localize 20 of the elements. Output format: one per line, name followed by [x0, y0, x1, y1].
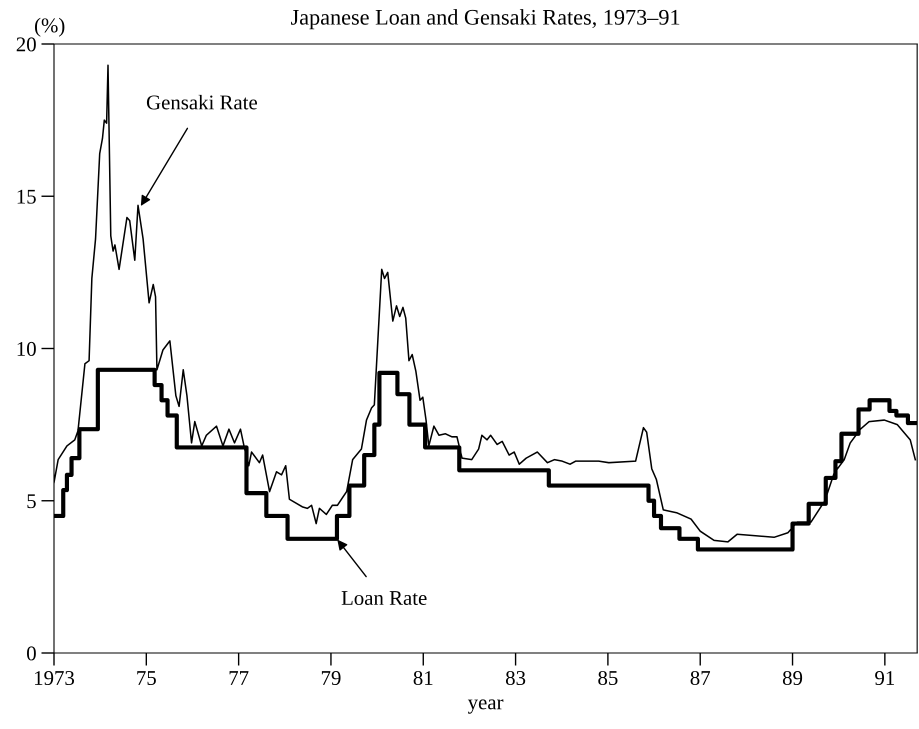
x-axis-title: year: [468, 699, 504, 714]
x-tick-label: 77: [230, 671, 248, 685]
x-tick-label: 85: [598, 670, 618, 686]
chart-title: Japanese Loan and Gensaki Rates, 1973–91: [291, 9, 680, 30]
x-tick-label: 87: [690, 670, 710, 686]
x-tick-label: 89: [782, 670, 802, 686]
x-tick-label: 81: [414, 670, 432, 686]
x-tick-label: 91: [875, 671, 894, 686]
y-tick-label: 5: [27, 494, 36, 508]
y-tick-label: 15: [18, 190, 36, 204]
annotation: Gensaki Rate: [146, 94, 257, 110]
x-tick-label: 1973: [35, 671, 74, 686]
y-tick-label: 10: [18, 342, 36, 356]
y-tick-label: 20: [16, 37, 36, 52]
x-tick-label: 83: [506, 670, 526, 686]
x-tick-label: 75: [137, 671, 156, 686]
x-tick-label: 79: [322, 671, 341, 686]
y-axis-title: (%): [34, 18, 64, 37]
y-tick-label: 0: [27, 646, 36, 660]
annotation: Loan Rate: [342, 591, 427, 606]
